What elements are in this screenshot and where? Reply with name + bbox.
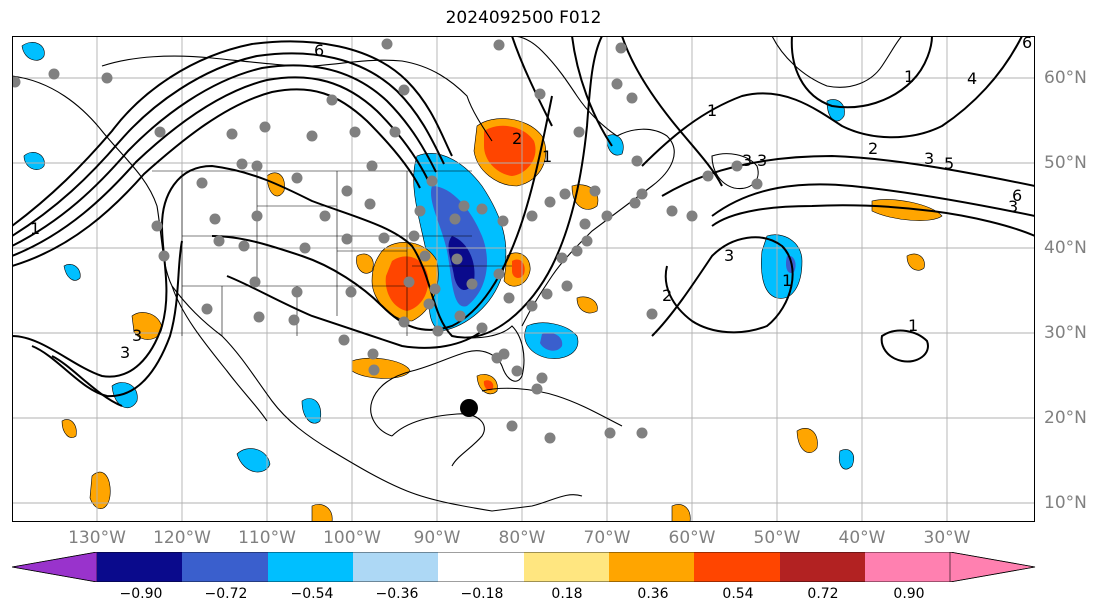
lon-label: 100°W (323, 528, 381, 548)
contour-label: 4 (967, 69, 977, 88)
contour-label: 3 (1008, 197, 1018, 216)
contour-label: 3 (757, 151, 767, 170)
colorbar-segment-1 (97, 552, 182, 582)
colorbar-segment-9 (780, 552, 865, 582)
lon-label: 110°W (238, 528, 296, 548)
contour-label: 6 (314, 41, 324, 60)
map-grid (12, 36, 1035, 522)
lon-label: 60°W (668, 528, 716, 548)
contour-label: 3 (120, 343, 130, 362)
colorbar-segment-4 (353, 552, 438, 582)
contour-label: 3 (924, 149, 934, 168)
lon-label: 30°W (923, 528, 971, 548)
colorbar (12, 552, 1036, 582)
colorbar-tick: −0.18 (460, 586, 504, 602)
colorbar-tick: −0.90 (119, 586, 163, 602)
contour-label: 3 (132, 326, 142, 345)
station-markers (12, 38, 763, 444)
lat-label: 50°N (1044, 153, 1087, 173)
contour-label: 1 (542, 147, 552, 166)
colorbar-segment-7 (609, 552, 694, 582)
contour-label: 6 (1022, 36, 1032, 52)
colorbar-segment-5 (438, 552, 524, 582)
colorbar-tick: −0.36 (375, 586, 419, 602)
lat-label: 30°N (1044, 323, 1087, 343)
colorbar-tick: 0.72 (807, 586, 839, 602)
contour-labels: 6 1 2 3 1 2 3 6 3 1 1 3 4 5 3 6 2 3 1 3 … (30, 36, 1032, 362)
colorbar-tick: 0.36 (637, 586, 669, 602)
lon-label: 130°W (68, 528, 126, 548)
weather-map: 6 1 2 3 1 2 3 6 3 1 1 3 4 5 3 6 2 3 1 3 … (12, 36, 1035, 522)
lat-label: 40°N (1044, 238, 1087, 258)
lon-label: 90°W (413, 528, 461, 548)
contour-label: 2 (512, 129, 522, 148)
colorbar-segment-0 (12, 552, 98, 582)
lat-label: 60°N (1044, 68, 1087, 88)
contour-label: 3 (724, 246, 734, 265)
lat-label: 10°N (1044, 493, 1087, 513)
colorbar-segment-10 (865, 552, 950, 582)
contour-label: 3 (742, 151, 752, 170)
height-contours (12, 36, 1035, 407)
colorbar-segment-11 (949, 552, 1036, 582)
colorbar-tick: −0.72 (204, 586, 248, 602)
colorbar-tick: 0.54 (722, 586, 754, 602)
coastlines (12, 36, 903, 512)
borders (152, 170, 512, 336)
colorbar-tick: 0.90 (893, 586, 925, 602)
colorbar-tick: 0.18 (551, 586, 583, 602)
lon-label: 120°W (153, 528, 211, 548)
lat-label: 20°N (1044, 408, 1087, 428)
lon-label: 70°W (583, 528, 631, 548)
lon-label: 50°W (753, 528, 801, 548)
lon-label: 80°W (498, 528, 546, 548)
contour-label: 1 (30, 219, 40, 238)
colorbar-segment-2 (182, 552, 268, 582)
lon-label: 40°W (838, 528, 886, 548)
contour-label: 6 (1012, 186, 1022, 205)
colorbar-segment-3 (268, 552, 353, 582)
storm-center-marker (460, 399, 478, 417)
colorbar-segment-8 (694, 552, 780, 582)
contour-label: 1 (908, 316, 918, 335)
contour-label: 1 (904, 67, 914, 86)
contour-label: 1 (782, 271, 792, 290)
map-title: 2024092500 F012 (445, 8, 602, 28)
contour-label: 2 (868, 139, 878, 158)
contour-label: 2 (662, 286, 672, 305)
colorbar-segment-6 (524, 552, 609, 582)
contour-label: 1 (707, 101, 717, 120)
colorbar-tick: −0.54 (290, 586, 334, 602)
contour-label: 5 (944, 154, 954, 173)
